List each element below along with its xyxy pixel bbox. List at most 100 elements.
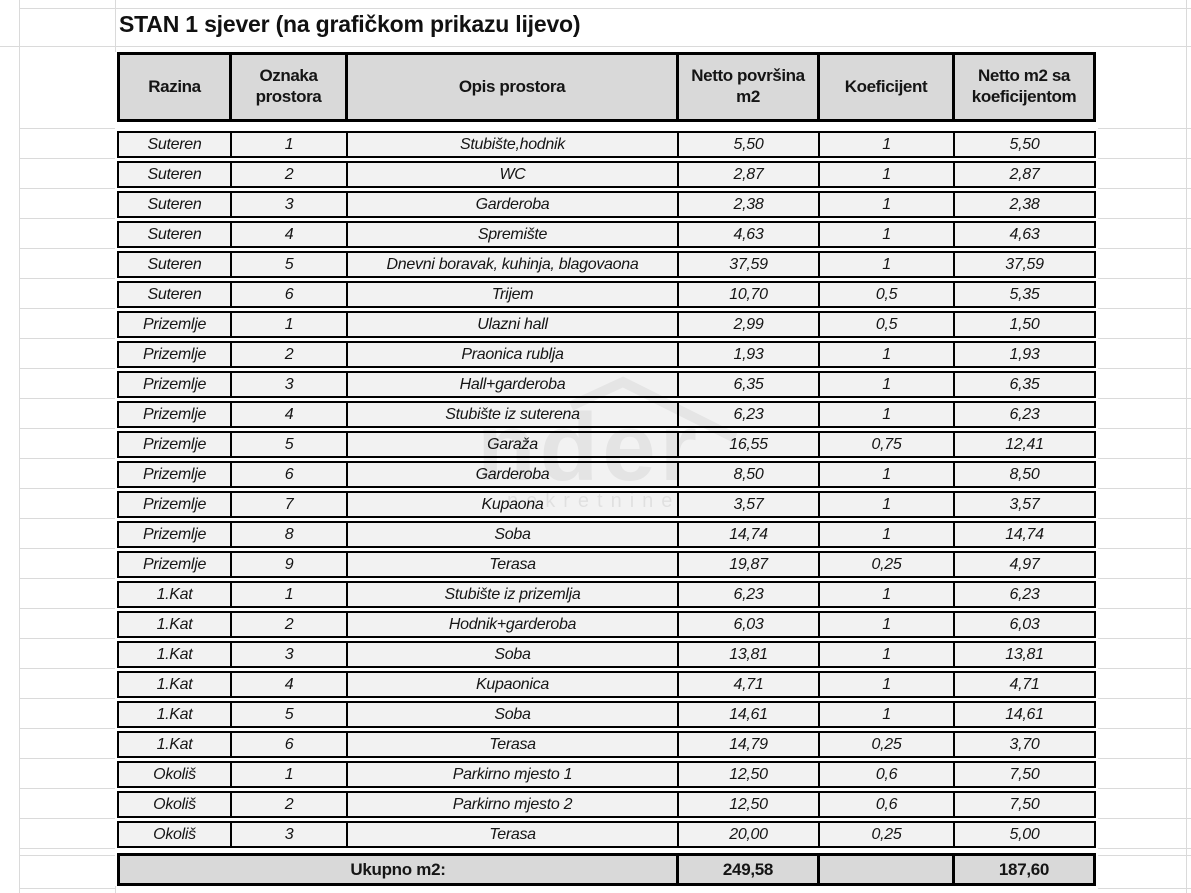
table-cell: 5,35 <box>955 281 1096 308</box>
table-cell: Terasa <box>348 821 679 848</box>
table-cell: 2,87 <box>955 161 1096 188</box>
gridline <box>19 818 115 819</box>
table-cell: 0,6 <box>820 791 955 818</box>
gridline <box>19 728 115 729</box>
table-cell: 1 <box>820 251 955 278</box>
table-cell: Kupaona <box>348 491 679 518</box>
table-cell: 5 <box>232 431 348 458</box>
table-cell: Parkirno mjesto 2 <box>348 791 679 818</box>
table-cell: 16,55 <box>679 431 820 458</box>
gridline <box>1098 188 1191 189</box>
gridline <box>19 248 115 249</box>
total-label: Ukupno m2: <box>117 853 679 886</box>
table-cell: 1 <box>232 581 348 608</box>
gridline <box>1098 218 1191 219</box>
gridline <box>1098 158 1191 159</box>
table-cell: 6,35 <box>955 371 1096 398</box>
gridline <box>19 158 115 159</box>
table-cell: Hall+garderoba <box>348 371 679 398</box>
table-cell: Prizemlje <box>117 371 232 398</box>
gridline <box>1098 855 1191 856</box>
table-cell: 4 <box>232 401 348 428</box>
gridline <box>19 488 115 489</box>
table-cell: 13,81 <box>955 641 1096 668</box>
table-cell: Okoliš <box>117 791 232 818</box>
gridline <box>19 0 20 893</box>
table-cell: 1 <box>820 341 955 368</box>
table-cell: 0,75 <box>820 431 955 458</box>
table-cell: Soba <box>348 521 679 548</box>
table-cell: 5 <box>232 251 348 278</box>
table-cell: Stubište iz prizemlja <box>348 581 679 608</box>
table-cell: 9 <box>232 551 348 578</box>
table-row: Okoliš 2 Parkirno mjesto 2 12,50 0,6 7,50 <box>117 791 1096 818</box>
table-cell: Prizemlje <box>117 551 232 578</box>
table-cell: 0,25 <box>820 821 955 848</box>
table-cell: 1.Kat <box>117 671 232 698</box>
table-cell: 0,25 <box>820 551 955 578</box>
table-cell: 1 <box>820 611 955 638</box>
table-cell: WC <box>348 161 679 188</box>
table-row: Okoliš 3 Terasa 20,00 0,25 5,00 <box>117 821 1096 848</box>
table-cell: 2,38 <box>955 191 1096 218</box>
gridline <box>19 758 115 759</box>
table-cell: 2,38 <box>679 191 820 218</box>
gridline <box>19 8 1191 9</box>
table-cell: 14,74 <box>679 521 820 548</box>
gridline <box>1098 698 1191 699</box>
table-header-row: Razina Oznaka prostora Opis prostora Net… <box>117 52 1096 122</box>
table-cell: 1,50 <box>955 311 1096 338</box>
table-cell: Garderoba <box>348 191 679 218</box>
gridline <box>19 398 115 399</box>
table-cell: 1.Kat <box>117 581 232 608</box>
gridline <box>19 698 115 699</box>
table-row: Okoliš 1 Parkirno mjesto 1 12,50 0,6 7,50 <box>117 761 1096 788</box>
table-cell: Prizemlje <box>117 491 232 518</box>
gridline <box>1098 758 1191 759</box>
table-cell: Suteren <box>117 161 232 188</box>
gridline <box>19 578 115 579</box>
table-cell: Stubište iz suterena <box>348 401 679 428</box>
table-cell: 3 <box>232 191 348 218</box>
table-cell: 0,5 <box>820 281 955 308</box>
table-cell: Hodnik+garderoba <box>348 611 679 638</box>
gridline <box>1098 848 1191 849</box>
table-cell: Kupaonica <box>348 671 679 698</box>
gridline <box>115 886 116 893</box>
table-cell: 20,00 <box>679 821 820 848</box>
table-cell: 2 <box>232 341 348 368</box>
column-header-razina: Razina <box>117 52 232 122</box>
table-cell: 3,70 <box>955 731 1096 758</box>
table-cell: Prizemlje <box>117 461 232 488</box>
table-cell: 2,99 <box>679 311 820 338</box>
table-row: Prizemlje 6 Garderoba 8,50 1 8,50 <box>117 461 1096 488</box>
gridline <box>1098 428 1191 429</box>
table-cell: Stubište,hodnik <box>348 131 679 158</box>
table-row: Prizemlje 3 Hall+garderoba 6,35 1 6,35 <box>117 371 1096 398</box>
table-total-row: Ukupno m2: 249,58 187,60 <box>117 853 1096 886</box>
table-cell: 6,23 <box>679 401 820 428</box>
table-cell: 1 <box>820 131 955 158</box>
gridline <box>1098 788 1191 789</box>
gridline <box>19 518 115 519</box>
gridline <box>19 308 115 309</box>
gridline <box>1098 368 1191 369</box>
gridline <box>19 608 115 609</box>
table-row: Prizemlje 5 Garaža 16,55 0,75 12,41 <box>117 431 1096 458</box>
column-header-koeficijent: Koeficijent <box>820 52 955 122</box>
table-cell: 5,50 <box>955 131 1096 158</box>
total-netto-povrsina: 249,58 <box>679 853 820 886</box>
column-header-netto-m2-sa-koeficijentom: Netto m2 sa koeficijentom <box>955 52 1096 122</box>
table-cell: Garderoba <box>348 461 679 488</box>
gridline <box>1098 518 1191 519</box>
table-row: Prizemlje 7 Kupaona 3,57 1 3,57 <box>117 491 1096 518</box>
table-cell: 0,25 <box>820 731 955 758</box>
page-title: STAN 1 sjever (na grafičkom prikazu lije… <box>119 11 581 37</box>
table-cell: 7,50 <box>955 791 1096 818</box>
gridline <box>1098 488 1191 489</box>
table-cell: 3 <box>232 371 348 398</box>
table-cell: 0,5 <box>820 311 955 338</box>
table-cell: Prizemlje <box>117 341 232 368</box>
table-row: 1.Kat 4 Kupaonica 4,71 1 4,71 <box>117 671 1096 698</box>
